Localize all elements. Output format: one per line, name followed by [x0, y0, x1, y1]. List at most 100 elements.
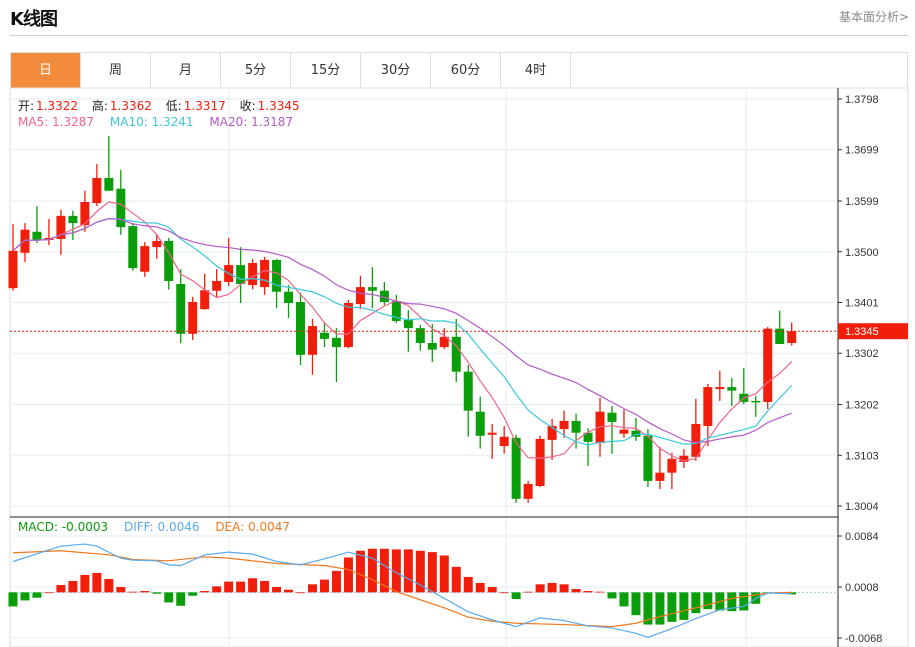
- divider: [10, 35, 909, 36]
- candle: [140, 242, 150, 277]
- candle-body: [32, 231, 42, 240]
- tab-week[interactable]: 周: [81, 53, 151, 88]
- macd-bar: [427, 552, 437, 593]
- candle: [571, 413, 581, 449]
- candle-body: [8, 250, 18, 289]
- candle: [487, 423, 497, 459]
- candle-body: [391, 300, 401, 321]
- candle-body: [116, 188, 126, 228]
- macd-bar: [727, 592, 737, 612]
- tab-day[interactable]: 日: [11, 53, 81, 88]
- candle-body: [212, 280, 222, 291]
- candle: [391, 294, 401, 324]
- candle-body: [451, 336, 461, 372]
- tab-4hour[interactable]: 4时: [501, 53, 571, 88]
- candle-body: [188, 301, 198, 334]
- candle: [32, 206, 42, 244]
- candle-body: [667, 458, 677, 473]
- macd-bar: [535, 584, 545, 593]
- open-label: 开:: [18, 99, 35, 113]
- candle-body: [703, 387, 713, 427]
- macd-bar: [499, 592, 509, 594]
- price-tick-label: 1.3103: [845, 450, 879, 462]
- candle-body: [68, 215, 78, 224]
- macd-bar: [224, 581, 234, 593]
- price-tick-label: 1.3798: [845, 94, 879, 106]
- open-value: 1.3322: [36, 99, 79, 113]
- fundamental-analysis-link[interactable]: 基本面分析>: [838, 10, 909, 24]
- macd-bar: [487, 587, 497, 593]
- candle: [379, 281, 389, 306]
- tab-30min[interactable]: 30分: [361, 53, 431, 88]
- candle: [631, 417, 641, 441]
- price-tick-label: 1.3004: [845, 501, 879, 513]
- candle: [20, 223, 30, 263]
- macd-bar: [56, 584, 66, 593]
- macd-bar: [68, 580, 78, 593]
- candle-body: [296, 301, 306, 355]
- candle-body: [272, 259, 282, 292]
- macd-bar: [451, 566, 461, 593]
- macd-bar: [32, 592, 42, 598]
- price-tick-label: 1.3302: [845, 348, 879, 360]
- candle-body: [343, 303, 353, 348]
- candle-body: [284, 291, 294, 304]
- macd-bar: [20, 592, 30, 601]
- candle-body: [571, 420, 581, 433]
- macd-bar: [619, 592, 629, 607]
- candle-body: [655, 472, 665, 481]
- candle: [475, 396, 485, 449]
- candle-body: [80, 202, 90, 226]
- candle: [751, 395, 761, 417]
- macd-bar: [92, 572, 102, 593]
- candle-body: [691, 423, 701, 457]
- tab-month[interactable]: 月: [151, 53, 221, 88]
- candle-body: [787, 331, 797, 343]
- candle-body: [379, 290, 389, 302]
- tab-15min[interactable]: 15分: [291, 53, 361, 88]
- candle-body: [619, 429, 629, 434]
- candle: [260, 256, 270, 295]
- macd-bar: [296, 592, 306, 594]
- candle-body: [248, 263, 258, 286]
- price-tick-label: 1.3599: [845, 196, 879, 208]
- candle: [547, 418, 557, 460]
- macd-bar: [571, 589, 581, 593]
- current-price-tag: [838, 323, 908, 340]
- candle: [92, 164, 102, 207]
- macd-bar: [104, 578, 114, 593]
- macd-bar: [152, 592, 162, 594]
- low-label: 低:: [165, 99, 182, 113]
- candle: [763, 327, 773, 410]
- candle: [236, 247, 246, 304]
- candle: [727, 377, 737, 407]
- candle-body: [715, 387, 725, 390]
- macd-bar: [595, 591, 605, 593]
- candle: [248, 258, 258, 290]
- macd-bar: [463, 576, 473, 593]
- candle: [667, 452, 677, 490]
- candle: [68, 210, 78, 240]
- macd-bar: [128, 591, 138, 593]
- macd-bar: [631, 592, 641, 616]
- macd-bar: [691, 592, 701, 614]
- candle: [427, 324, 437, 362]
- ma5-line: [12, 201, 793, 462]
- macd-bar: [379, 548, 389, 593]
- candle-body: [308, 326, 317, 355]
- macd-bar: [607, 592, 617, 599]
- macd-info: MACD: -0.0003 DIFF: 0.0046 DEA: 0.0047: [18, 520, 292, 534]
- macd-bar: [164, 592, 174, 603]
- tab-5min[interactable]: 5分: [221, 53, 291, 88]
- high-value: 1.3362: [109, 99, 152, 113]
- ohlc-info: 开: 1.3322 高: 1.3362 低: 1.3317 收: 1.3345: [18, 97, 302, 114]
- candle: [559, 410, 569, 438]
- tab-60min[interactable]: 60分: [431, 53, 501, 88]
- candle-body: [152, 240, 162, 248]
- candle-body: [775, 328, 785, 345]
- candle-body: [176, 284, 186, 334]
- candle-body: [20, 229, 30, 253]
- macd-bar: [439, 555, 449, 593]
- candle-body: [427, 342, 437, 350]
